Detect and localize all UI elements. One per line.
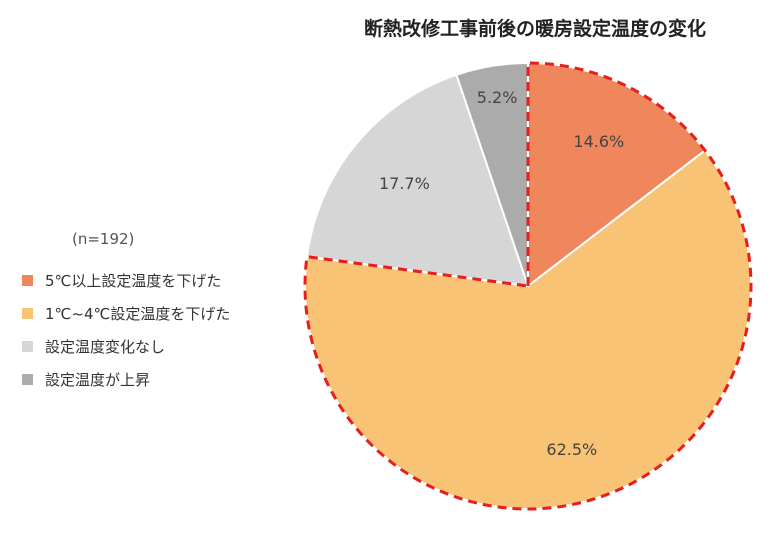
legend-item: 5℃以上設定温度を下げた: [22, 264, 230, 297]
legend-swatch: [22, 374, 33, 385]
pie-slice-raised: [455, 61, 529, 287]
legend-label: 5℃以上設定温度を下げた: [45, 272, 222, 290]
legend-item: 設定温度変化なし: [22, 330, 230, 363]
slice-value-label: 62.5%: [546, 440, 597, 459]
legend-label: 1℃~4℃設定温度を下げた: [45, 305, 231, 323]
legend-item: 設定温度が上昇: [22, 363, 230, 396]
slice-value-label: 5.2%: [477, 88, 518, 107]
legend: (n=192) 5℃以上設定温度を下げた 1℃~4℃設定温度を下げた 設定温度変…: [22, 230, 230, 396]
legend-item: 1℃~4℃設定温度を下げた: [22, 297, 230, 330]
chart-title: 断熱改修工事前後の暖房設定温度の変化: [363, 18, 706, 40]
sample-size-note: (n=192): [72, 230, 135, 248]
legend-label: 設定温度変化なし: [45, 338, 166, 356]
legend-label: 設定温度が上昇: [45, 371, 151, 389]
pie-slice-no-change: [305, 73, 530, 288]
slice-value-label: 17.7%: [379, 174, 430, 193]
legend-swatch: [22, 341, 33, 352]
legend-swatch: [22, 308, 33, 319]
slice-value-label: 14.6%: [573, 132, 624, 151]
legend-swatch: [22, 275, 33, 286]
